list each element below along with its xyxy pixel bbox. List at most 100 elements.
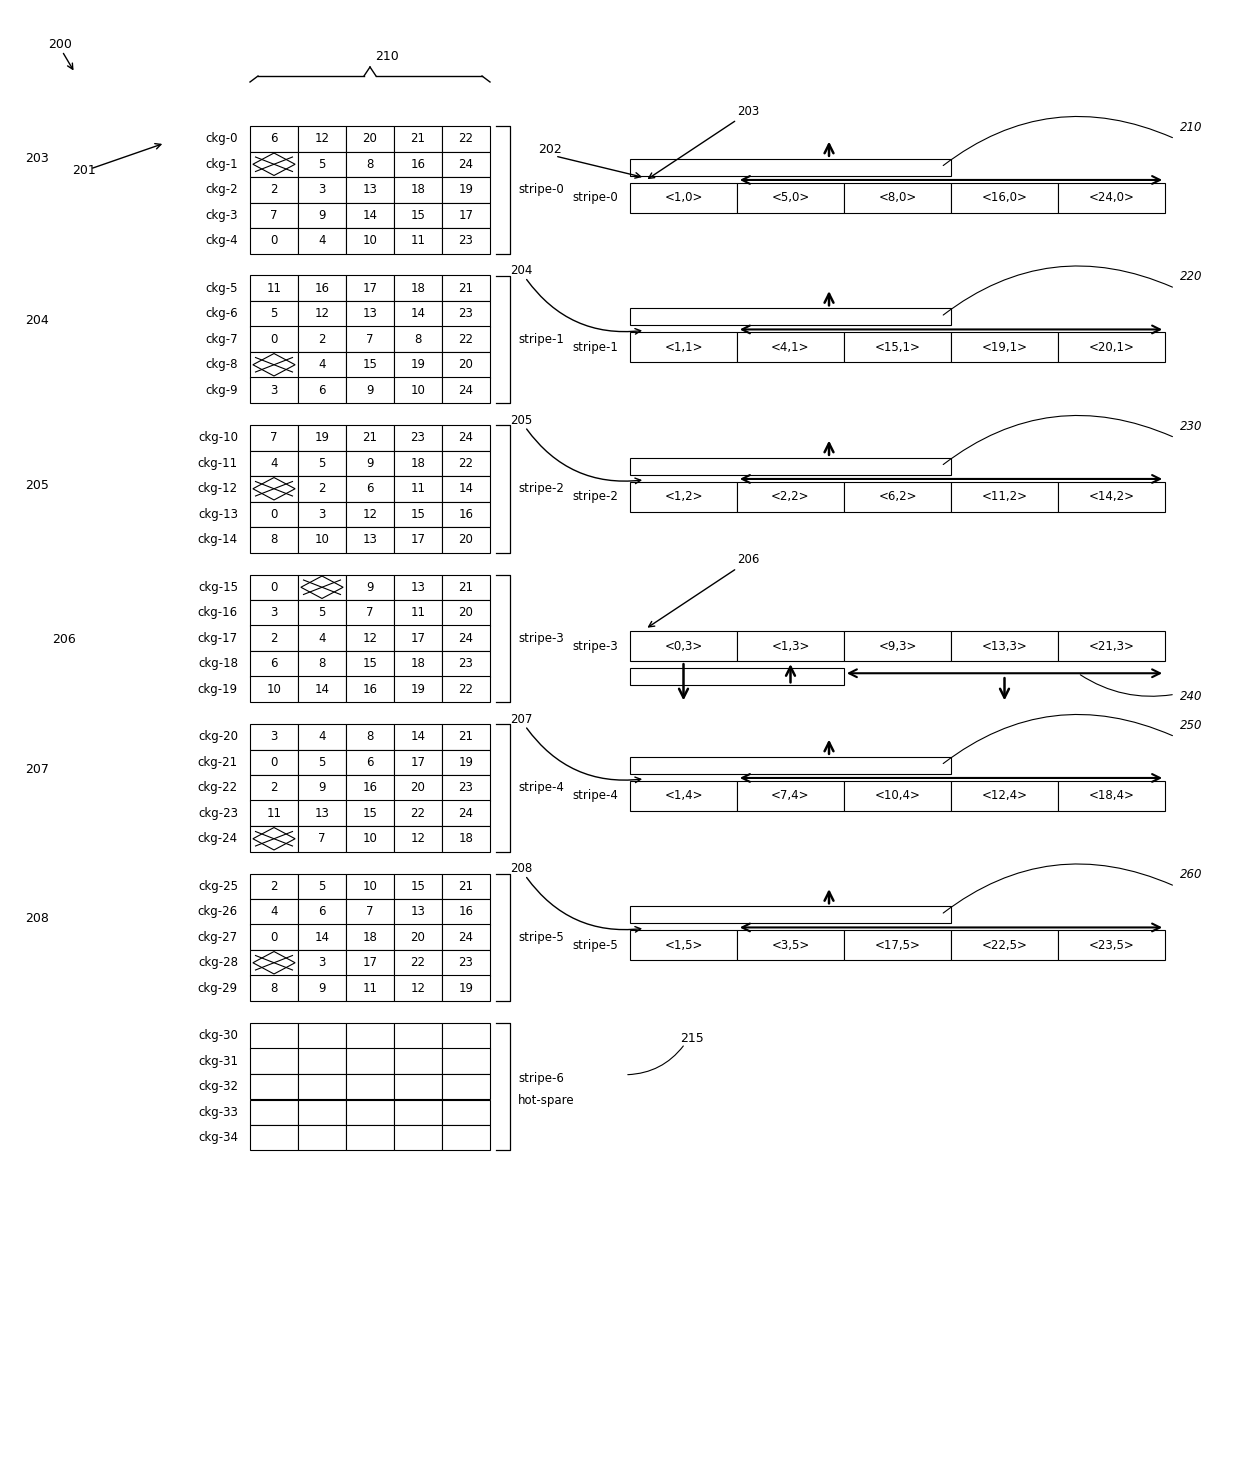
Text: <16,0>: <16,0> xyxy=(982,191,1028,204)
Text: <7,4>: <7,4> xyxy=(771,789,810,803)
Bar xyxy=(250,326,298,352)
Bar xyxy=(394,203,441,228)
Text: 220: 220 xyxy=(1180,270,1203,283)
Bar xyxy=(441,924,490,949)
Text: 215: 215 xyxy=(680,1032,704,1044)
Text: 23: 23 xyxy=(459,658,474,671)
Bar xyxy=(346,749,394,775)
Text: 17: 17 xyxy=(410,533,425,546)
Bar xyxy=(630,780,737,810)
Bar xyxy=(630,481,737,512)
Text: 206: 206 xyxy=(52,634,76,646)
Text: <23,5>: <23,5> xyxy=(1089,939,1135,952)
Text: 3: 3 xyxy=(319,957,326,969)
Bar xyxy=(250,450,298,475)
Bar xyxy=(737,631,844,661)
Text: 22: 22 xyxy=(459,132,474,145)
Bar xyxy=(298,326,346,352)
Text: 201: 201 xyxy=(72,164,95,178)
Text: 6: 6 xyxy=(366,483,373,495)
Text: 11: 11 xyxy=(362,982,377,995)
Bar xyxy=(394,1074,441,1099)
Bar xyxy=(250,652,298,677)
Text: ckg-30: ckg-30 xyxy=(198,1029,238,1043)
Bar xyxy=(737,481,844,512)
Bar xyxy=(1058,481,1166,512)
Text: 0: 0 xyxy=(270,234,278,247)
Text: 207: 207 xyxy=(510,712,532,726)
Text: 10: 10 xyxy=(267,683,281,696)
Text: 4: 4 xyxy=(270,456,278,469)
Bar xyxy=(346,899,394,924)
Bar xyxy=(441,749,490,775)
Text: ckg-9: ckg-9 xyxy=(206,384,238,397)
Text: <14,2>: <14,2> xyxy=(1089,490,1135,504)
Bar xyxy=(298,1023,346,1049)
Text: 7: 7 xyxy=(270,209,278,222)
Bar xyxy=(394,949,441,976)
Text: 16: 16 xyxy=(362,683,377,696)
Text: <1,0>: <1,0> xyxy=(665,191,703,204)
Text: 24: 24 xyxy=(459,807,474,820)
Text: <18,4>: <18,4> xyxy=(1089,789,1135,803)
Text: <22,5>: <22,5> xyxy=(982,939,1028,952)
Bar xyxy=(298,126,346,151)
Text: 15: 15 xyxy=(362,807,377,820)
Text: 13: 13 xyxy=(362,533,377,546)
Text: 0: 0 xyxy=(270,508,278,521)
Bar xyxy=(346,228,394,253)
Bar xyxy=(250,924,298,949)
Text: 6: 6 xyxy=(319,905,326,918)
Bar xyxy=(441,450,490,475)
Bar xyxy=(394,749,441,775)
Text: 16: 16 xyxy=(315,281,330,295)
Text: 11: 11 xyxy=(410,483,425,495)
Text: 6: 6 xyxy=(270,132,278,145)
Bar xyxy=(394,450,441,475)
Text: 6: 6 xyxy=(319,384,326,397)
Text: 16: 16 xyxy=(410,158,425,170)
Text: 5: 5 xyxy=(319,158,326,170)
Bar xyxy=(844,481,951,512)
Bar xyxy=(844,780,951,810)
Text: 4: 4 xyxy=(319,730,326,743)
Bar xyxy=(346,1074,394,1099)
Text: stripe-0: stripe-0 xyxy=(572,191,618,204)
Bar xyxy=(346,203,394,228)
Text: 8: 8 xyxy=(270,533,278,546)
Bar xyxy=(250,575,298,600)
Text: ckg-24: ckg-24 xyxy=(198,832,238,846)
Text: 206: 206 xyxy=(737,554,759,566)
Bar xyxy=(298,1049,346,1074)
Bar xyxy=(298,775,346,801)
Bar xyxy=(250,976,298,1001)
Text: ckg-12: ckg-12 xyxy=(198,483,238,495)
Text: 204: 204 xyxy=(25,314,48,327)
Bar xyxy=(298,502,346,527)
Text: 8: 8 xyxy=(366,730,373,743)
Text: 5: 5 xyxy=(319,755,326,769)
Text: 22: 22 xyxy=(410,807,425,820)
Bar xyxy=(394,899,441,924)
Text: stripe-3: stripe-3 xyxy=(518,632,564,644)
Bar xyxy=(250,1074,298,1099)
Text: 17: 17 xyxy=(362,281,377,295)
Text: 0: 0 xyxy=(270,333,278,345)
Text: <12,4>: <12,4> xyxy=(982,789,1028,803)
Bar xyxy=(394,301,441,326)
Bar xyxy=(250,126,298,151)
Text: ckg-16: ckg-16 xyxy=(198,606,238,619)
Text: 9: 9 xyxy=(366,456,373,469)
Text: 14: 14 xyxy=(410,307,425,320)
Text: 12: 12 xyxy=(362,508,377,521)
Text: 10: 10 xyxy=(362,234,377,247)
Text: 21: 21 xyxy=(410,132,425,145)
Text: ckg-5: ckg-5 xyxy=(206,281,238,295)
Bar xyxy=(441,228,490,253)
Bar xyxy=(394,126,441,151)
Bar xyxy=(250,425,298,450)
Text: 5: 5 xyxy=(319,606,326,619)
Bar xyxy=(951,481,1058,512)
Bar xyxy=(298,1099,346,1126)
Bar xyxy=(346,326,394,352)
